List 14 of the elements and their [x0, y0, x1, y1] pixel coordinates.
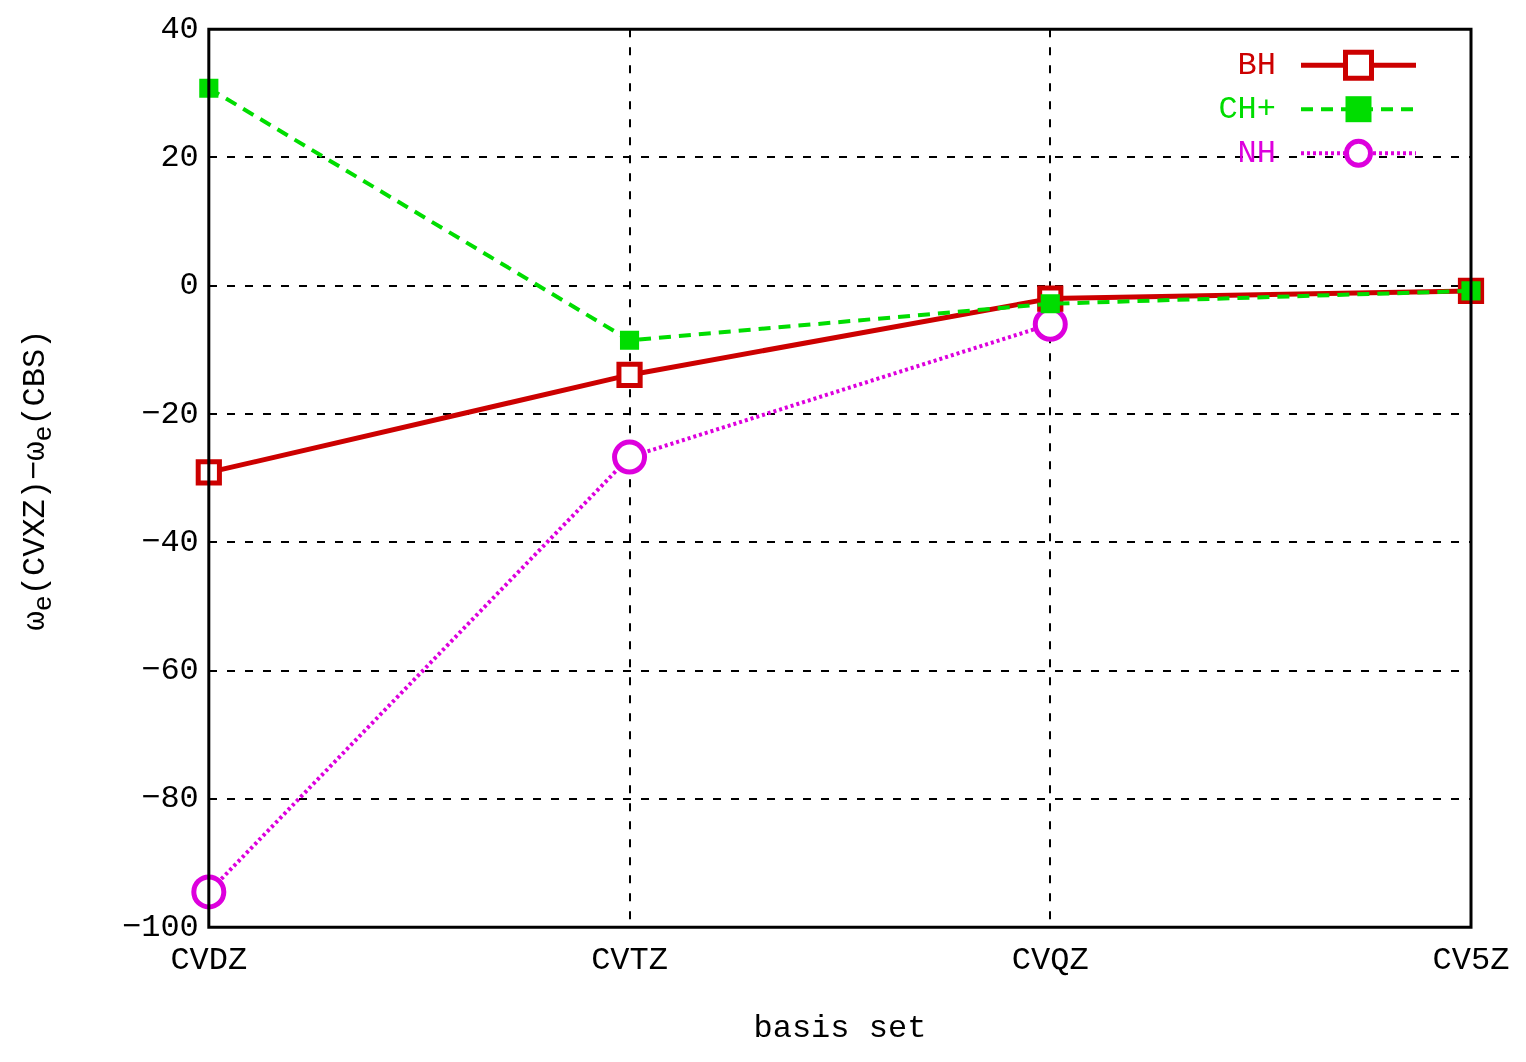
- y-tick-label: −60: [141, 652, 199, 690]
- x-tick-label: CVTZ: [591, 941, 668, 979]
- legend-label: BH: [1237, 46, 1276, 84]
- x-axis-title: basis set: [753, 1010, 927, 1048]
- legend-label: NH: [1237, 134, 1276, 172]
- y-tick-label: −80: [141, 780, 199, 818]
- y-tick-label: −20: [141, 395, 199, 433]
- x-tick-label: CVQZ: [1011, 941, 1089, 979]
- y-tick-label: 20: [160, 138, 199, 176]
- y-tick-label: 0: [179, 267, 199, 305]
- y-tick-label: 40: [160, 10, 199, 48]
- y-tick-label: −40: [141, 523, 199, 561]
- legend-label: CH+: [1218, 90, 1276, 128]
- x-tick-label: CV5Z: [1432, 941, 1510, 979]
